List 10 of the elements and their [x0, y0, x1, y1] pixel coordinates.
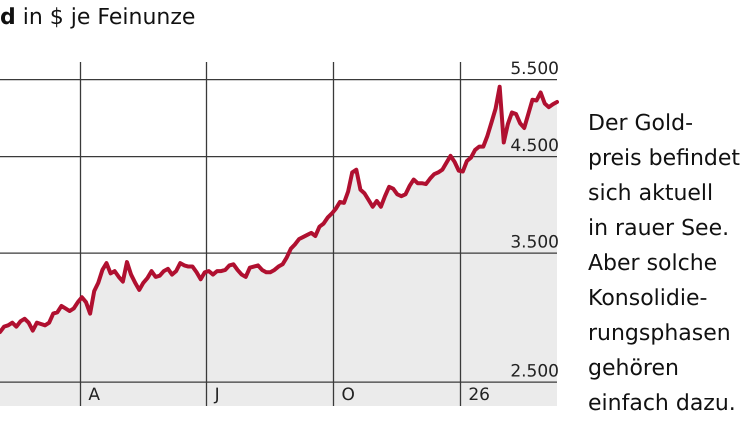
x-tick-label: O [341, 385, 355, 405]
chart-title: d in $ je Feinunze [0, 5, 196, 31]
x-tick-label: A [88, 385, 100, 405]
y-tick-label: 3.500 [510, 232, 559, 253]
y-tick-label: 5.500 [510, 59, 559, 80]
y-tick-label: 4.500 [510, 136, 559, 156]
x-tick-label: J [214, 385, 220, 405]
x-tick-label: 26 [468, 385, 490, 405]
text: Der Gold- preis befindet sich aktuell in rauer See. Aber solche Konsolidie- rungsphasen gehören einfach dazu. [588, 111, 740, 416]
y-tick-label: 2.500 [510, 362, 559, 382]
